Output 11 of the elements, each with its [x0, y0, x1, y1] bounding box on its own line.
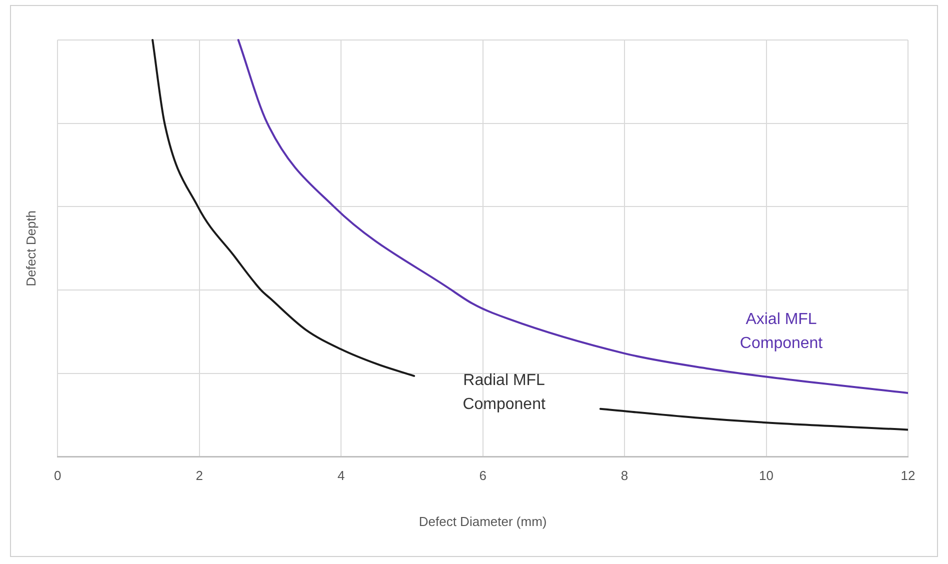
x-tick-label: 8 — [620, 468, 628, 484]
y-axis-title: Defect Depth — [23, 210, 38, 286]
x-axis-title: Defect Diameter (mm) — [418, 514, 547, 529]
x-tick-label: 2 — [196, 468, 203, 484]
x-tick-label: 0 — [54, 468, 62, 484]
x-tick-label: 4 — [337, 468, 345, 484]
series-label: Axial MFL Component — [740, 311, 824, 352]
text: Radial MFL Component — [462, 372, 546, 413]
x-tick-label: 6 — [479, 468, 486, 484]
x-tick-label: 10 — [759, 468, 774, 484]
x-tick-label: 12 — [900, 468, 916, 484]
